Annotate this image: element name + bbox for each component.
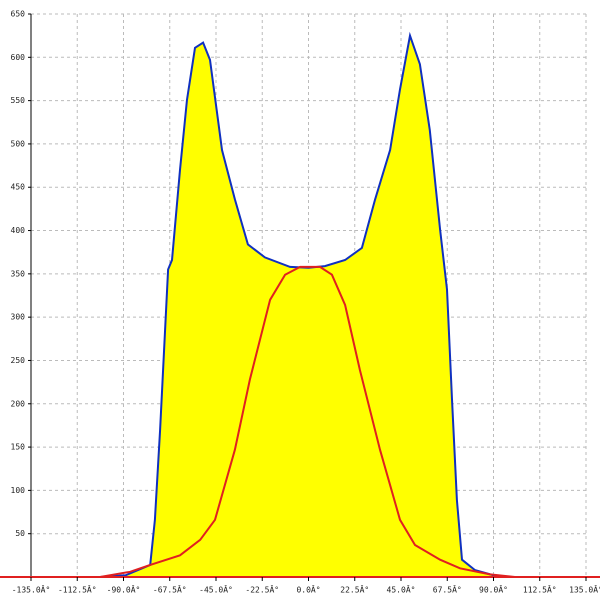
y-tick-label: 650	[11, 10, 26, 19]
y-tick-label: 400	[11, 226, 26, 235]
y-tick-label: 450	[11, 183, 26, 192]
plot	[99, 31, 516, 578]
x-tick-label: -67.5Â°	[153, 584, 187, 595]
x-tick-label: -112.5Â°	[58, 584, 97, 595]
y-tick-label: 500	[11, 139, 26, 148]
x-tick-label: 90.0Â°	[479, 584, 508, 595]
x-tick-label: 45.0Â°	[387, 584, 416, 595]
labels: 50 100 150 200 250 300 350 400 450 500 550 600 650 -1…	[11, 10, 600, 595]
x-tick-label: 135.0Â°	[569, 584, 600, 595]
x-tick-label: 67.5Â°	[433, 584, 462, 595]
y-tick-label: 550	[11, 96, 26, 105]
y-tick-label: 50	[15, 529, 25, 538]
y-tick-label: 300	[11, 313, 26, 322]
x-tick-label: -135.0Â°	[12, 584, 51, 595]
y-tick-label: 150	[11, 443, 26, 452]
series-line	[99, 265, 516, 578]
y-tick-label: 250	[11, 356, 26, 365]
x-tick-label: -22.5Â°	[245, 584, 279, 595]
x-tick-label: 112.5Â°	[523, 584, 557, 595]
y-tick-label: 200	[11, 399, 26, 408]
y-tick-label: 600	[11, 53, 26, 62]
area-fill	[100, 35, 500, 577]
x-tick-label: 0.0Â°	[296, 584, 320, 595]
x-tick-label: -90.0Â°	[107, 584, 141, 595]
y-tick-label: 350	[11, 269, 26, 278]
x-tick-label: -45.0Â°	[199, 584, 233, 595]
y-tick-label: 100	[11, 486, 26, 495]
x-tick-label: 22.5Â°	[340, 584, 369, 595]
